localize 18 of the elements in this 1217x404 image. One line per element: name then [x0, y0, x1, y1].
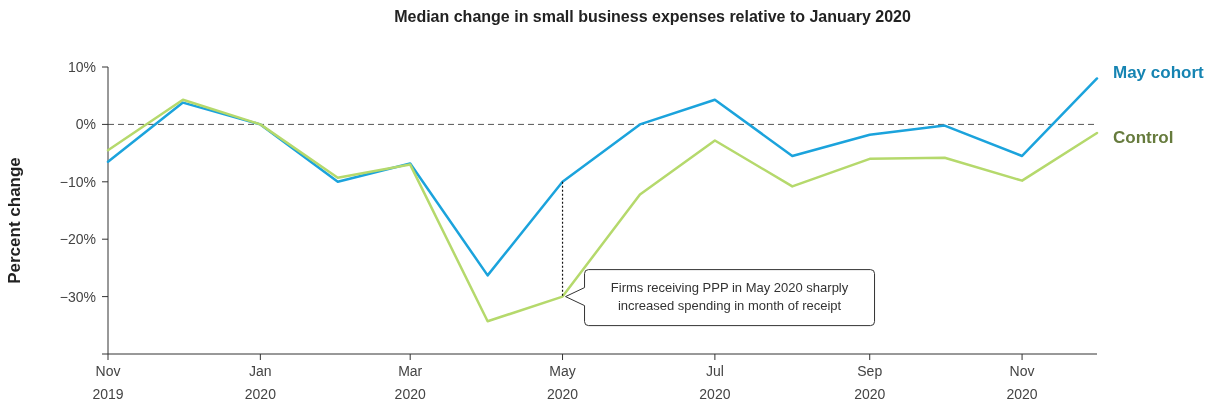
y-tick-label: −20%	[59, 231, 96, 248]
x-tick-label: May 2020	[546, 363, 579, 402]
x-tick-label: Nov 2019	[92, 363, 124, 402]
y-tick-label: 0%	[75, 116, 96, 133]
x-tick-label: Jan 2020	[244, 363, 277, 402]
y-tick-label: −30%	[59, 288, 96, 305]
x-tick-label: Sep 2020	[854, 363, 886, 402]
chart-title: Median change in small business expenses relative to January 2020	[394, 8, 911, 25]
y-tick-label: −10%	[59, 173, 96, 190]
series-label: Control	[1113, 127, 1174, 147]
y-tick-label: 10%	[67, 58, 96, 75]
x-tick-label: Nov 2020	[1006, 363, 1038, 402]
annotation: Firms receiving PPP in May 2020 sharply increased spending in month of receipt	[610, 279, 849, 313]
x-tick-label: Mar 2020	[394, 363, 426, 402]
series-label: May cohort	[1113, 63, 1205, 83]
y-axis-title: Percent change	[5, 157, 24, 284]
x-tick-label: Jul 2020	[699, 363, 731, 402]
line-series	[106, 98, 1099, 323]
